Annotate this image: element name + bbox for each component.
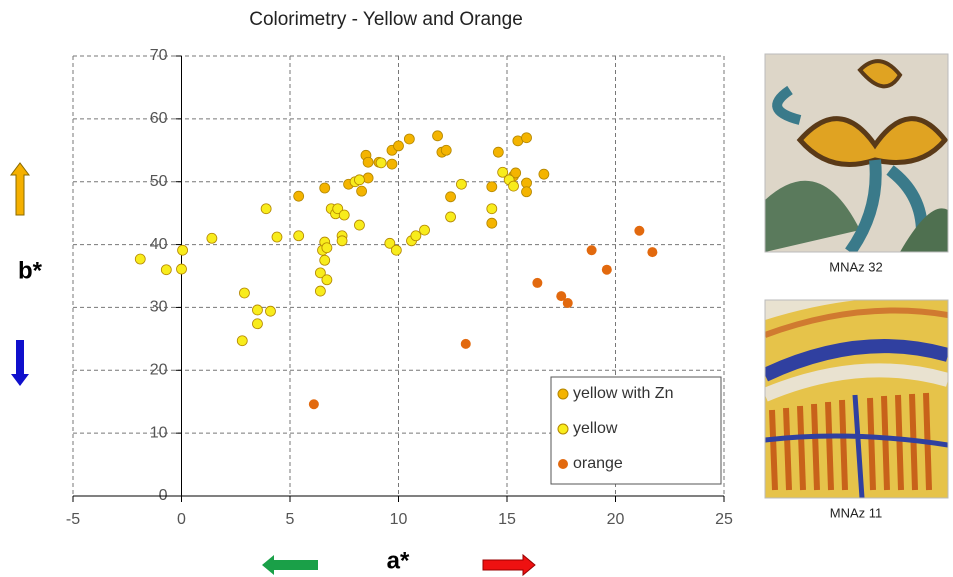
point (322, 243, 332, 253)
point (239, 288, 249, 298)
point (294, 231, 304, 241)
image-caption: MNAz 32 (829, 259, 882, 274)
point (363, 173, 373, 183)
point (309, 399, 319, 409)
image-caption: MNAz 11 (830, 505, 883, 520)
y-tick-label: 20 (150, 362, 168, 379)
point (647, 247, 657, 257)
point (261, 204, 271, 214)
point (315, 286, 325, 296)
point (587, 245, 597, 255)
point (487, 204, 497, 214)
legend-label: yellow with Zn (573, 385, 673, 402)
point (522, 133, 532, 143)
x-tick-label: 5 (286, 511, 295, 528)
point (461, 339, 471, 349)
point (357, 186, 367, 196)
point (207, 233, 217, 243)
point (177, 264, 187, 274)
point (337, 236, 347, 246)
point (493, 147, 503, 157)
legend-swatch (558, 424, 568, 434)
point (487, 182, 497, 192)
y-tick-label: 50 (150, 173, 168, 190)
point (522, 187, 532, 197)
arrow-right (483, 555, 535, 575)
point (354, 175, 364, 185)
y-tick-label: 70 (150, 47, 168, 64)
point (320, 255, 330, 265)
point (339, 210, 349, 220)
point (391, 245, 401, 255)
point (135, 254, 145, 264)
point (322, 275, 332, 285)
point (252, 319, 262, 329)
point (376, 158, 386, 168)
point (404, 134, 414, 144)
point (387, 159, 397, 169)
point (252, 305, 262, 315)
point (178, 245, 188, 255)
y-axis-label: b* (18, 257, 43, 284)
x-tick-label: 0 (177, 511, 186, 528)
legend-swatch (558, 459, 568, 469)
x-axis-label: a* (387, 547, 410, 574)
x-tick-label: 15 (498, 511, 516, 528)
point (363, 157, 373, 167)
x-tick-label: 25 (715, 511, 733, 528)
point (602, 265, 612, 275)
legend-swatch (558, 389, 568, 399)
point (161, 265, 171, 275)
x-tick-label: 20 (607, 511, 625, 528)
point (320, 183, 330, 193)
x-tick-label: -5 (66, 511, 80, 528)
point (354, 220, 364, 230)
y-tick-label: 40 (150, 236, 168, 253)
point (294, 191, 304, 201)
chart-title: Colorimetry - Yellow and Orange (249, 9, 523, 30)
point (265, 306, 275, 316)
photo-mnaz-32 (765, 54, 948, 252)
point (532, 278, 542, 288)
point (456, 179, 466, 189)
point (411, 231, 421, 241)
point (446, 192, 456, 202)
arrow-left (262, 555, 318, 575)
point (539, 169, 549, 179)
arrow-up (11, 163, 29, 215)
y-tick-label: 60 (150, 110, 168, 127)
point (509, 181, 519, 191)
x-tick-label: 10 (390, 511, 408, 528)
arrow-down (11, 340, 29, 386)
legend-label: yellow (573, 420, 618, 437)
point (272, 232, 282, 242)
legend-label: orange (573, 455, 623, 472)
point (420, 225, 430, 235)
y-tick-label: 30 (150, 299, 168, 316)
y-tick-label: 10 (150, 424, 168, 441)
photo-mnaz-11 (765, 298, 948, 499)
point (563, 298, 573, 308)
chart: Colorimetry - Yellow and Orange a* b* MN… (0, 0, 953, 577)
point (446, 212, 456, 222)
point (487, 218, 497, 228)
point (433, 131, 443, 141)
point (441, 145, 451, 155)
point (394, 141, 404, 151)
point (237, 336, 247, 346)
point (634, 226, 644, 236)
